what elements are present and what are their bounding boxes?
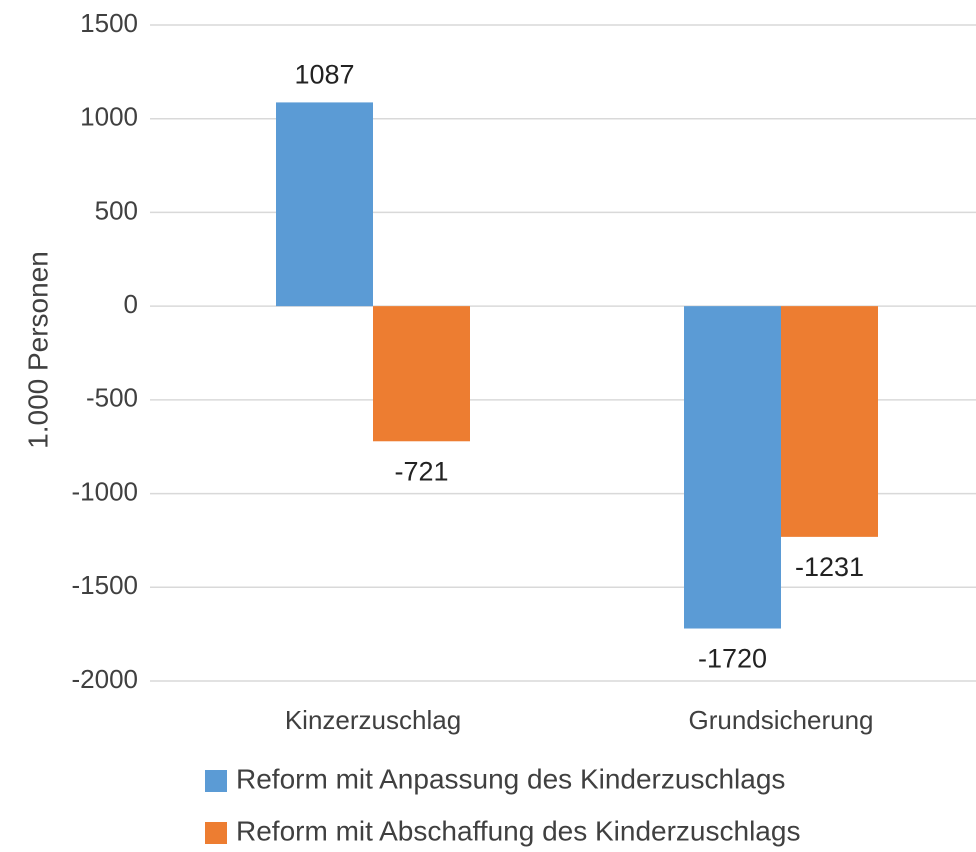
value-label: -721 [394, 456, 448, 486]
bar [276, 102, 373, 307]
y-tick-label: -2000 [72, 664, 139, 694]
y-axis-label: 1.000 Personen [22, 251, 53, 449]
y-tick-label: -1000 [72, 476, 139, 506]
legend-label: Reform mit Abschaffung des Kinderzuschla… [236, 815, 800, 846]
bar [684, 306, 781, 629]
y-tick-label: -500 [86, 383, 138, 413]
value-label: -1720 [698, 644, 767, 674]
legend-label: Reform mit Anpassung des Kinderzuschlags [236, 763, 785, 794]
bar [781, 306, 878, 537]
value-label: 1087 [294, 60, 354, 90]
legend-swatch [205, 822, 227, 844]
y-tick-label: 500 [95, 195, 138, 225]
value-label: -1231 [795, 552, 864, 582]
legend-swatch [205, 770, 227, 792]
x-tick-label: Kinzerzuschlag [285, 705, 461, 735]
y-tick-label: 1000 [80, 102, 138, 132]
y-tick-label: 1500 [80, 8, 138, 38]
y-tick-label: 0 [124, 289, 138, 319]
x-tick-label: Grundsicherung [689, 705, 874, 735]
bar [373, 306, 470, 442]
y-tick-label: -1500 [72, 570, 139, 600]
